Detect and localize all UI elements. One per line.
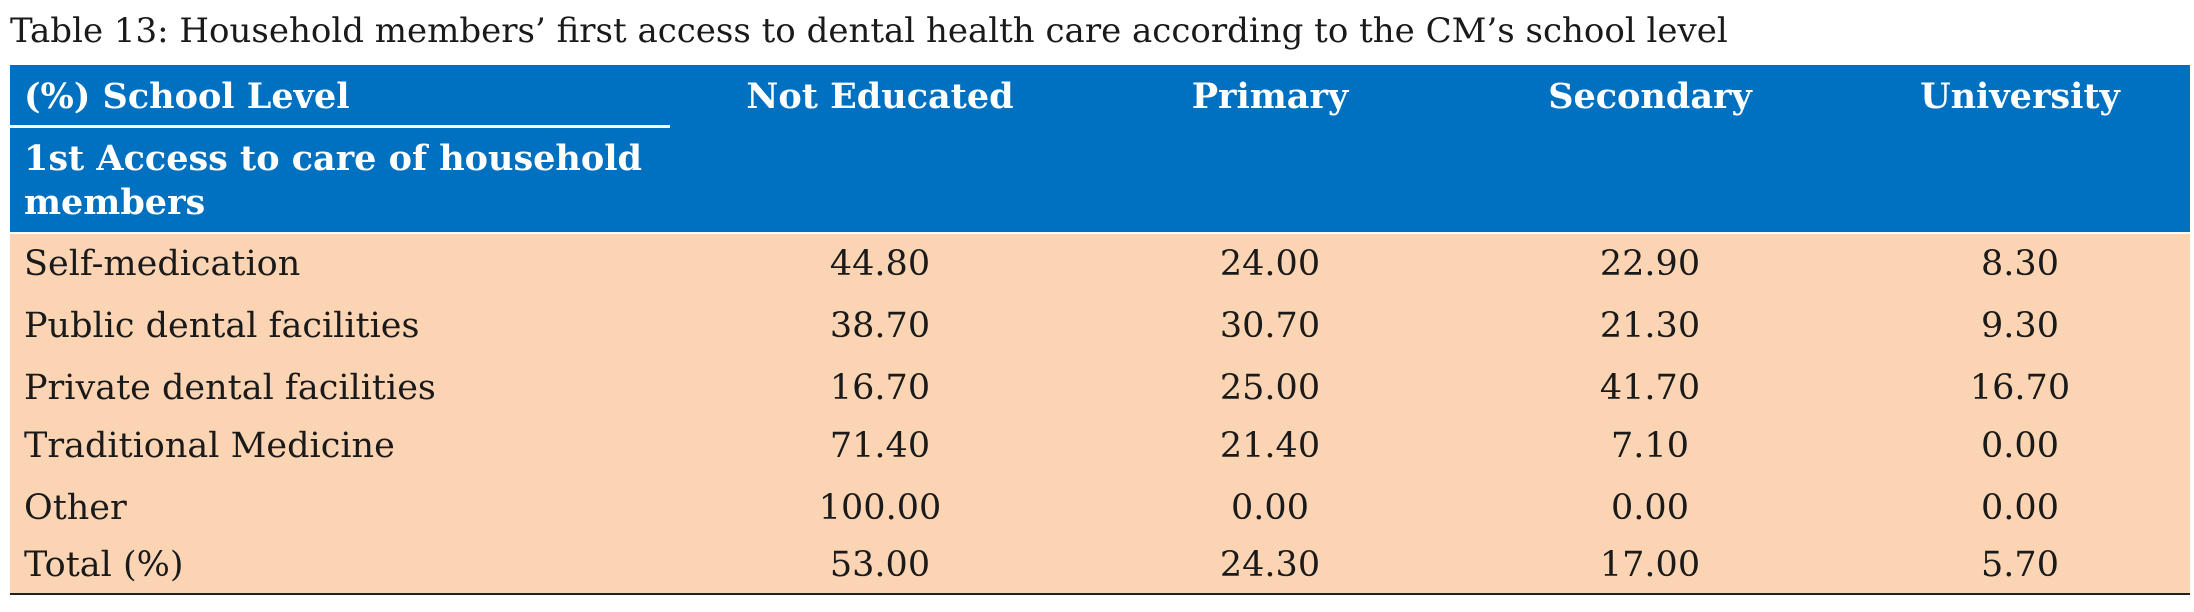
- column-header-secondary: Secondary: [1548, 76, 1752, 117]
- cell-not-educated: 44.80: [829, 244, 931, 284]
- cell-secondary: 0.00: [1611, 488, 1689, 528]
- cell-primary: 24.00: [1219, 244, 1321, 284]
- column-header-primary: Primary: [1191, 76, 1349, 117]
- table-row: Other 100.00 0.00 0.00 0.00: [10, 478, 2190, 538]
- table-caption: Table 13: Household members’ first acces…: [10, 11, 1728, 51]
- cell-not-educated: 16.70: [829, 368, 931, 408]
- cell-university: 0.00: [1981, 488, 2059, 528]
- table-row: Public dental facilities 38.70 30.70 21.…: [10, 296, 2190, 356]
- row-label: Self-medication: [24, 244, 301, 284]
- cell-primary: 30.70: [1219, 306, 1321, 346]
- row-label: Traditional Medicine: [24, 426, 395, 466]
- cell-university: 5.70: [1981, 545, 2059, 585]
- cell-university: 16.70: [1969, 368, 2071, 408]
- cell-secondary: 21.30: [1599, 306, 1701, 346]
- cell-primary: 21.40: [1219, 426, 1321, 466]
- cell-not-educated: 53.00: [829, 545, 931, 585]
- table-row: Self-medication 44.80 24.00 22.90 8.30: [10, 234, 2190, 294]
- table-header: (%) School Level 1st Access to care of h…: [10, 65, 2190, 232]
- cell-primary: 25.00: [1219, 368, 1321, 408]
- cell-secondary: 22.90: [1599, 244, 1701, 284]
- cell-not-educated: 38.70: [829, 306, 931, 346]
- cell-primary: 0.00: [1231, 488, 1309, 528]
- header-divider: [10, 125, 670, 128]
- table-bottom-rule: [10, 593, 2190, 595]
- cell-secondary: 17.00: [1599, 545, 1701, 585]
- row-label: Private dental facilities: [24, 368, 436, 408]
- table-body: Self-medication 44.80 24.00 22.90 8.30 P…: [10, 234, 2190, 595]
- header-first-access: 1st Access to care of household members: [24, 138, 642, 223]
- column-header-not-educated: Not Educated: [746, 76, 1014, 117]
- cell-not-educated: 100.00: [818, 488, 942, 528]
- cell-primary: 24.30: [1219, 545, 1321, 585]
- cell-secondary: 7.10: [1611, 426, 1689, 466]
- table-row: Traditional Medicine 71.40 21.40 7.10 0.…: [10, 416, 2190, 476]
- cell-university: 8.30: [1981, 244, 2059, 284]
- cell-university: 9.30: [1981, 306, 2059, 346]
- row-label: Total (%): [24, 545, 184, 585]
- table-row: Private dental facilities 16.70 25.00 41…: [10, 358, 2190, 418]
- cell-not-educated: 71.40: [829, 426, 931, 466]
- data-table: (%) School Level 1st Access to care of h…: [10, 65, 2190, 595]
- cell-university: 0.00: [1981, 426, 2059, 466]
- header-school-level: (%) School Level: [24, 76, 350, 117]
- cell-secondary: 41.70: [1599, 368, 1701, 408]
- table-row-total: Total (%) 53.00 24.30 17.00 5.70: [10, 535, 2190, 595]
- row-label: Other: [24, 488, 127, 528]
- column-header-university: University: [1920, 76, 2120, 117]
- row-label: Public dental facilities: [24, 306, 420, 346]
